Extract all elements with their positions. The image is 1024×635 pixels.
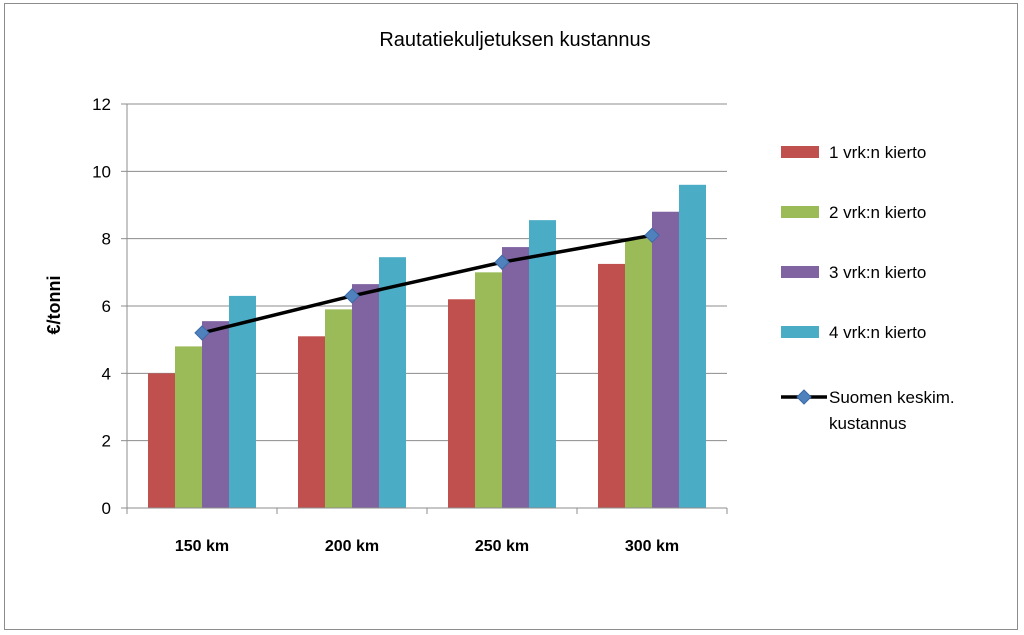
- bar-4-4: [679, 184, 706, 509]
- x-tick-label: 150 km: [175, 538, 229, 555]
- chart-title: Rautatiekuljetuksen kustannus: [379, 29, 650, 51]
- bar-1-2: [298, 336, 325, 508]
- line-marker-1: [194, 325, 210, 341]
- y-tick-label: 0: [102, 499, 111, 518]
- line-marker-2: [344, 288, 360, 304]
- legend-line-marker: [796, 389, 812, 405]
- bar-1-4: [598, 263, 625, 508]
- legend-label-1: 1 vrk:n kierto: [829, 143, 926, 162]
- y-tick-label: 6: [102, 297, 111, 316]
- legend-label-2: 2 vrk:n kierto: [829, 203, 926, 222]
- average-cost-line: [194, 227, 660, 341]
- bar-3-4: [652, 211, 679, 508]
- legend-line-label-2: kustannus: [829, 414, 907, 433]
- legend: 1 vrk:n kierto 2 vrk:n kierto 3 vrk:n kier…: [781, 143, 955, 433]
- legend-label-4: 4 vrk:n kierto: [829, 323, 926, 342]
- y-tick-label: 2: [102, 432, 111, 451]
- y-axis-label: €/tonni: [44, 276, 64, 335]
- line-marker-4: [644, 227, 660, 244]
- legend-swatch-4: [781, 326, 819, 338]
- bar-1-1: [148, 373, 175, 508]
- legend-line-label-1: Suomen keskim.: [829, 388, 955, 407]
- x-tick-label: 300 km: [625, 538, 679, 555]
- bar-2-3: [475, 272, 502, 508]
- bars: [148, 184, 706, 509]
- legend-label-3: 3 vrk:n kierto: [829, 263, 926, 282]
- bar-4-2: [379, 257, 406, 508]
- line-marker-3: [494, 254, 510, 270]
- bar-4-3: [529, 220, 556, 508]
- bar-2-1: [175, 346, 202, 508]
- y-tick-label: 4: [102, 364, 111, 383]
- average-cost-line-path: [201, 233, 653, 335]
- bar-2-2: [325, 309, 352, 508]
- y-tick-label: 12: [92, 95, 111, 114]
- x-axis-ticks: 150 km 200 km 250 km 300 km: [126, 508, 728, 555]
- y-tick-label: 8: [102, 230, 111, 249]
- y-axis-ticks: 0 2 4 6 8 10 12: [92, 95, 127, 518]
- y-tick-label: 10: [92, 162, 111, 181]
- bar-1-3: [448, 299, 475, 508]
- legend-swatch-1: [781, 146, 819, 158]
- bar-2-4: [625, 238, 652, 508]
- bar-3-3: [502, 247, 529, 509]
- x-tick-label: 200 km: [325, 538, 379, 555]
- bar-3-2: [352, 284, 379, 508]
- legend-swatch-3: [781, 266, 819, 278]
- x-tick-label: 250 km: [475, 538, 529, 555]
- legend-swatch-2: [781, 206, 819, 218]
- bar-4-1: [229, 295, 256, 508]
- bar-3-1: [202, 321, 229, 508]
